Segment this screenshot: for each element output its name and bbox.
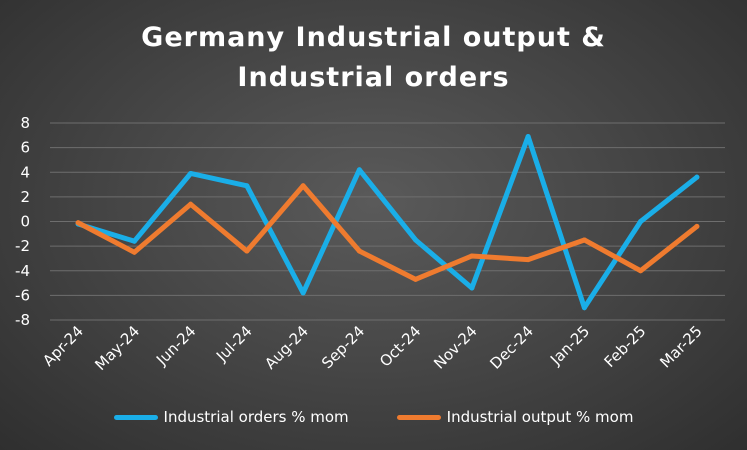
y-tick-label: 0 — [20, 213, 30, 231]
data-point — [638, 219, 644, 224]
series-line-output — [75, 183, 700, 282]
chart-title-line-2: Industrial orders — [237, 62, 510, 93]
data-point — [300, 183, 306, 189]
y-tick-label: -4 — [15, 262, 30, 280]
data-point — [638, 268, 644, 274]
x-tick-label: Aug-24 — [261, 322, 312, 373]
data-point — [581, 237, 587, 243]
data-point — [188, 201, 194, 207]
data-point — [244, 248, 250, 254]
legend-label: Industrial output % mom — [446, 408, 634, 426]
data-point — [694, 174, 700, 180]
data-point — [469, 285, 475, 291]
x-tick-label: Sep-24 — [318, 322, 368, 372]
legend-item: Industrial output % mom — [396, 408, 634, 426]
data-point — [525, 134, 531, 140]
data-point — [131, 238, 137, 244]
legend-swatch — [396, 414, 441, 420]
legend-item: Industrial orders % mom — [113, 408, 349, 426]
data-point — [581, 305, 587, 311]
y-tick-label: 8 — [20, 114, 30, 132]
x-tick-label: May-24 — [91, 322, 143, 374]
data-point — [469, 253, 475, 259]
series-line-orders — [75, 134, 700, 311]
data-point — [413, 276, 419, 282]
legend-label: Industrial orders % mom — [163, 408, 349, 426]
x-tick-label: Oct-24 — [376, 322, 424, 370]
chart-title: Germany Industrial output & Industrial o… — [0, 18, 747, 98]
data-point — [131, 249, 137, 255]
y-tick-label: 2 — [20, 188, 30, 206]
data-point — [356, 167, 362, 173]
y-tick-label: -6 — [15, 286, 30, 304]
data-point — [694, 223, 700, 229]
legend: Industrial orders % mom Industrial output… — [0, 408, 747, 426]
x-tick-label: Nov-24 — [430, 322, 480, 372]
x-tick-label: Feb-25 — [601, 322, 650, 371]
legend-swatch — [113, 414, 158, 420]
chart-title-line-1: Germany Industrial output & — [141, 22, 606, 53]
x-tick-label: Mar-25 — [656, 322, 705, 371]
y-tick-label: -2 — [15, 237, 30, 255]
y-tick-label: 6 — [20, 139, 30, 157]
y-tick-label: 4 — [20, 163, 30, 181]
data-point — [75, 220, 81, 226]
data-point — [413, 237, 419, 243]
data-point — [300, 290, 306, 296]
x-tick-label: Jun-24 — [152, 322, 199, 369]
data-point — [356, 248, 362, 254]
data-point — [525, 257, 531, 263]
data-point — [188, 170, 194, 176]
x-tick-label: Dec-24 — [486, 322, 537, 373]
x-tick-label: Jan-25 — [546, 322, 593, 369]
x-tick-label: Jul-24 — [212, 322, 256, 366]
x-tick-label: Apr-24 — [39, 322, 87, 370]
y-tick-label: -8 — [15, 311, 30, 329]
data-point — [244, 183, 250, 189]
